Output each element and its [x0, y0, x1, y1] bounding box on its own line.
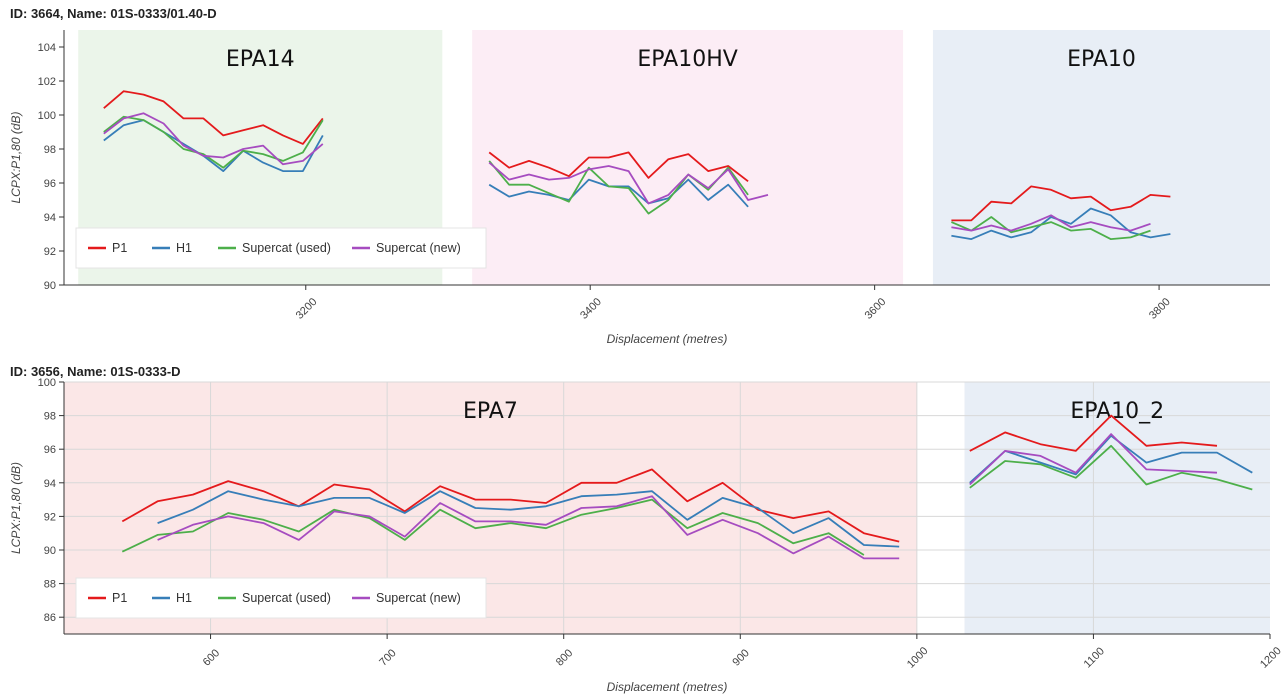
- x-tick-label: 3400: [578, 296, 604, 322]
- legend-item-label: H1: [176, 591, 192, 605]
- y-tick-label: 96: [44, 178, 56, 190]
- region-label: EPA14: [226, 47, 295, 72]
- y-tick-label: 88: [44, 579, 56, 591]
- legend: P1 H1 Supercat (used) Supercat (new): [75, 577, 487, 619]
- series-line: [103, 112, 324, 166]
- y-axis-label: LCPX:P1,80 (dB): [9, 111, 23, 203]
- y-tick-label: 98: [44, 411, 56, 423]
- legend-box: [75, 577, 487, 619]
- series-line: [969, 414, 1218, 452]
- y-tick-label: 90: [44, 280, 56, 292]
- region-band: [472, 30, 904, 285]
- series-line: [951, 185, 1171, 222]
- series-line: [488, 151, 749, 183]
- y-tick-label: 92: [44, 511, 56, 523]
- y-tick-label: 90: [44, 545, 56, 557]
- y-tick-label: 86: [44, 612, 56, 624]
- series-line: [951, 214, 1151, 232]
- x-axis-label: Displacement (metres): [607, 680, 728, 694]
- series-line: [121, 498, 865, 556]
- x-tick-label: 700: [377, 647, 398, 668]
- x-axis-label: Displacement (metres): [607, 332, 728, 346]
- series-line: [969, 434, 1253, 484]
- y-axis-label: LCPX:P1,80 (dB): [9, 462, 23, 554]
- chart-canvas-top: EPA14 EPA10HV EPA10 90 92 94 96 98 100 102 104 3200…: [9, 30, 1270, 346]
- y-tick-label: 100: [38, 377, 56, 389]
- region-band: [932, 30, 1270, 285]
- x-tick-label: 900: [730, 647, 751, 668]
- legend-item-label: P1: [112, 241, 127, 255]
- y-tick-label: 96: [44, 444, 56, 456]
- x-tick-label: 3800: [1147, 296, 1173, 322]
- legend-item-label: Supercat (new): [376, 241, 461, 255]
- region-label: EPA7: [463, 399, 518, 424]
- chart-title: ID: 3664, Name: 01S-0333/01.40-D: [10, 6, 217, 21]
- y-tick-label: 102: [38, 76, 56, 88]
- y-tick-label: 92: [44, 246, 56, 258]
- chart-panel-bottom: ID: 3656, Name: 01S-0333-D EPA7 EPA10_2 86…: [0, 358, 1285, 698]
- y-tick-label: 94: [44, 212, 56, 224]
- series-line: [103, 119, 324, 173]
- series-line: [969, 444, 1253, 491]
- series-line: [951, 216, 1151, 241]
- series-line: [488, 160, 749, 215]
- legend-item-label: Supercat (used): [242, 241, 331, 255]
- x-tick-label: 3200: [294, 296, 320, 322]
- chart-panel-top: ID: 3664, Name: 01S-0333/01.40-D EPA14 EP…: [9, 6, 1270, 346]
- legend-item-label: P1: [112, 591, 127, 605]
- x-tick-label: 3600: [863, 296, 889, 322]
- y-tick-label: 100: [38, 110, 56, 122]
- series-line: [103, 115, 324, 169]
- series-line: [969, 433, 1218, 486]
- x-tick-label: 1200: [1258, 645, 1284, 671]
- legend-box: [75, 227, 487, 269]
- x-tick-label: 1100: [1082, 645, 1107, 670]
- x-tick-label: 600: [201, 647, 222, 668]
- legend-item-label: H1: [176, 241, 192, 255]
- series-line: [121, 468, 900, 543]
- series-line: [103, 90, 324, 145]
- y-tick-label: 98: [44, 144, 56, 156]
- y-tick-label: 94: [44, 478, 56, 490]
- x-tick-label: 800: [554, 647, 575, 668]
- y-tick-label: 104: [38, 42, 56, 54]
- chart-title: ID: 3656, Name: 01S-0333-D: [10, 364, 181, 379]
- series-line: [157, 490, 900, 548]
- x-tick-label: 1000: [905, 645, 931, 671]
- legend-item-label: Supercat (new): [376, 591, 461, 605]
- legend-item-label: Supercat (used): [242, 591, 331, 605]
- region-band: [964, 382, 1270, 634]
- region-label: EPA10: [1067, 47, 1136, 72]
- legend: P1 H1 Supercat (used) Supercat (new): [75, 227, 487, 269]
- region-label: EPA10HV: [637, 47, 737, 72]
- series-line: [157, 495, 900, 560]
- series-line: [488, 161, 769, 205]
